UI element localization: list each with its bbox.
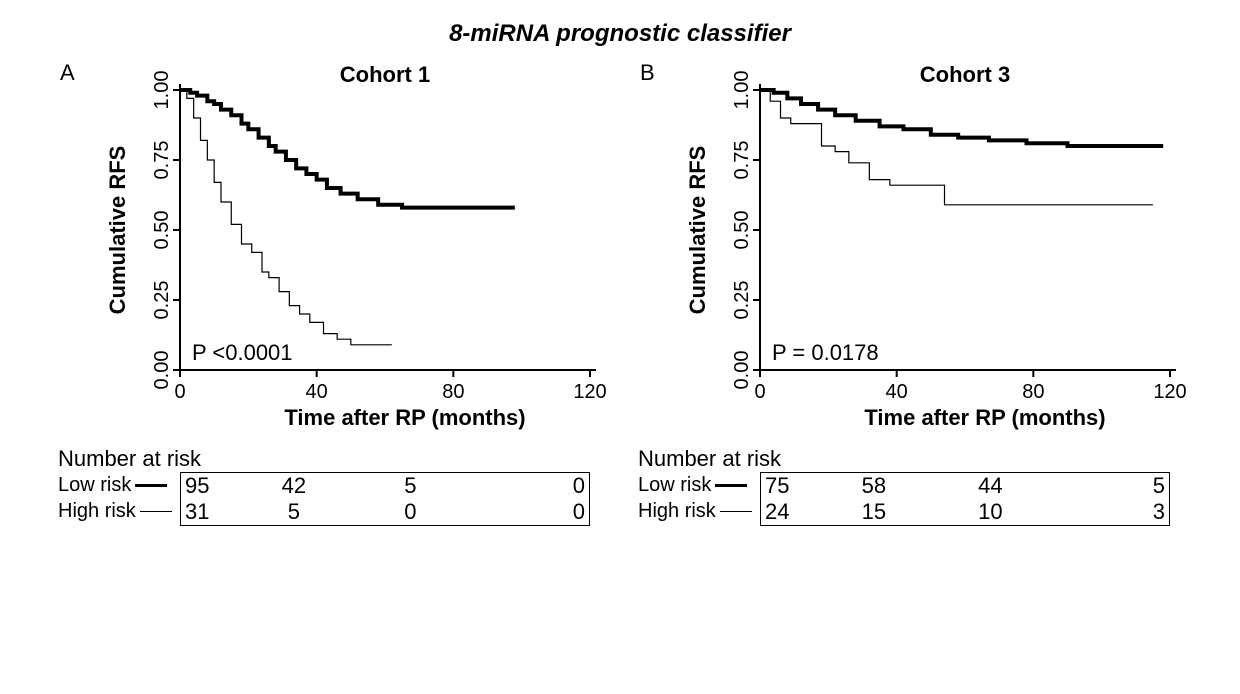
svg-text:0.25: 0.25 (731, 281, 753, 320)
risk-cell: 44 (932, 473, 1048, 499)
panel-a-risk-block: Number at risk Low risk High risk 954250… (50, 446, 610, 524)
risk-cell: 5 (236, 499, 352, 525)
table-row: 31500 (181, 499, 589, 525)
table-row: 954250 (181, 473, 589, 499)
table-row: 2415103 (761, 499, 1169, 525)
panel-a-risk-table: 95425031500 (180, 472, 590, 526)
svg-text:120: 120 (573, 381, 606, 403)
svg-text:80: 80 (1022, 381, 1044, 403)
high-risk-legend-line-b (720, 511, 752, 512)
low-risk-label: Low risk (58, 474, 131, 497)
panel-a: A Cohort 10.000.250.500.751.00Cumulative… (50, 60, 610, 524)
svg-text:Cohort 3: Cohort 3 (920, 62, 1010, 87)
svg-text:P = 0.0178: P = 0.0178 (772, 340, 879, 365)
risk-cell: 10 (932, 499, 1048, 525)
svg-text:0.00: 0.00 (151, 351, 173, 390)
risk-cell: 75 (761, 473, 816, 499)
svg-text:40: 40 (886, 381, 908, 403)
svg-text:0.50: 0.50 (151, 211, 173, 250)
number-at-risk-title: Number at risk (58, 446, 610, 472)
svg-text:1.00: 1.00 (151, 71, 173, 110)
risk-cell: 42 (236, 473, 352, 499)
panels-container: A Cohort 10.000.250.500.751.00Cumulative… (20, 60, 1220, 524)
svg-text:0: 0 (174, 381, 185, 403)
low-risk-label-b: Low risk (638, 474, 711, 497)
panel-a-chart: Cohort 1 0.00 0.25 0.50 0.75 1.00 Cumulative R… (50, 60, 610, 440)
high-risk-label: High risk (58, 500, 136, 523)
panel-b-svg: Cohort 3 0.00 0.25 0.50 0.75 1.00 Cumulative R… (630, 60, 1190, 440)
high-risk-label-b: High risk (638, 500, 716, 523)
risk-cell: 5 (1049, 473, 1169, 499)
risk-cell: 58 (816, 473, 932, 499)
svg-text:Cumulative RFS: Cumulative RFS (685, 146, 710, 315)
main-title: 8-miRNA prognostic classifier (20, 20, 1220, 48)
svg-text:Time after RP (months): Time after RP (months) (284, 405, 525, 430)
svg-text:0.00: 0.00 (731, 351, 753, 390)
risk-cell: 5 (352, 473, 468, 499)
risk-cell: 3 (1049, 499, 1169, 525)
high-risk-legend-line (140, 511, 172, 512)
panel-b-risk-block: Number at risk Low risk High risk 755844… (630, 446, 1190, 524)
svg-text:0.25: 0.25 (151, 281, 173, 320)
panel-b: B Cohort 30.000.250.500.751.00Cumulative… (630, 60, 1190, 524)
svg-text:Cohort 1: Cohort 1 (340, 62, 430, 87)
risk-cell: 0 (469, 499, 589, 525)
svg-text:0.75: 0.75 (151, 141, 173, 180)
svg-text:40: 40 (306, 381, 328, 403)
low-risk-legend-line-b (715, 484, 747, 487)
risk-cell: 31 (181, 499, 236, 525)
table-row: 7558445 (761, 473, 1169, 499)
svg-text:P <0.0001: P <0.0001 (192, 340, 293, 365)
svg-text:0.50: 0.50 (731, 211, 753, 250)
panel-b-chart: Cohort 3 0.00 0.25 0.50 0.75 1.00 Cumulative R… (630, 60, 1190, 440)
svg-text:Cumulative RFS: Cumulative RFS (105, 146, 130, 315)
svg-text:80: 80 (442, 381, 464, 403)
risk-cell: 0 (469, 473, 589, 499)
risk-cell: 0 (352, 499, 468, 525)
risk-cell: 95 (181, 473, 236, 499)
svg-text:0.75: 0.75 (731, 141, 753, 180)
svg-text:120: 120 (1153, 381, 1186, 403)
number-at-risk-title-b: Number at risk (638, 446, 1190, 472)
panel-a-svg: Cohort 1 0.00 0.25 0.50 0.75 1.00 Cumulative R… (50, 60, 610, 440)
svg-text:1.00: 1.00 (731, 71, 753, 110)
low-risk-legend-line (135, 484, 167, 487)
risk-cell: 24 (761, 499, 816, 525)
risk-cell: 15 (816, 499, 932, 525)
panel-b-risk-table: 75584452415103 (760, 472, 1170, 526)
svg-text:Time after RP (months): Time after RP (months) (864, 405, 1105, 430)
svg-text:0: 0 (754, 381, 765, 403)
